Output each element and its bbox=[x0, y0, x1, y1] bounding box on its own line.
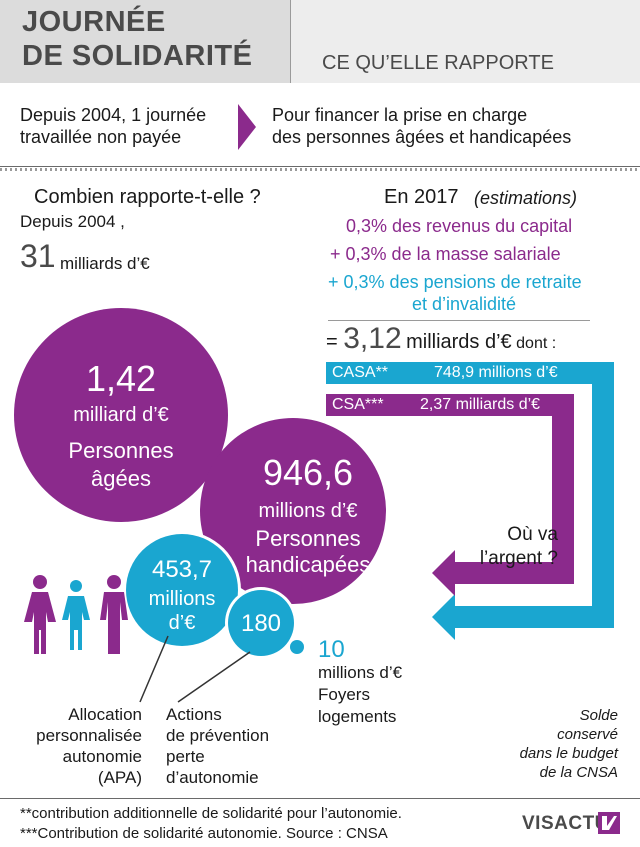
apa-caption: Allocation personnalisée autonomie (APA) bbox=[20, 704, 142, 788]
apa-connector bbox=[139, 635, 169, 703]
people-icons bbox=[24, 575, 128, 654]
prevention-connector bbox=[177, 651, 251, 703]
prev-caption-3: perte bbox=[166, 747, 205, 766]
elderly-circle bbox=[14, 308, 228, 522]
prevention-caption: Actions de prévention perte d’autonomie bbox=[166, 704, 269, 788]
housing-circle bbox=[290, 640, 304, 654]
elderly-value: 1,42 bbox=[85, 358, 157, 399]
apa-caption-3: autonomie bbox=[62, 747, 142, 766]
section-divider bbox=[0, 166, 640, 167]
apa-caption-1: Allocation bbox=[68, 705, 142, 724]
total-2017-unit: milliards d’€ bbox=[406, 331, 512, 353]
apa-caption-2: personnalisée bbox=[36, 726, 142, 745]
woman-icon bbox=[24, 575, 56, 654]
page-subtitle: CE QU’ELLE RAPPORTE bbox=[322, 52, 554, 74]
disabled-value: 946,6 bbox=[262, 452, 354, 493]
payroll-rate-value: 0,3 bbox=[345, 244, 371, 264]
visactu-logo-icon bbox=[598, 812, 620, 834]
page-title-line1: JOURNÉE bbox=[22, 6, 166, 38]
dotted-divider bbox=[0, 168, 640, 171]
total-since-2004-value: 31 bbox=[20, 238, 56, 274]
apa-circle bbox=[126, 534, 238, 646]
estimations-label: (estimations) bbox=[474, 188, 578, 208]
page-title-line2: DE SOLIDARITÉ bbox=[22, 40, 253, 72]
header-subtitle-panel bbox=[291, 0, 640, 83]
intro-right-line2: des personnes âgées et handicapées bbox=[272, 127, 572, 147]
footnote-csa-source: ***Contribution de solidarité autonomie.… bbox=[20, 825, 388, 842]
disabled-label2: handicapées bbox=[245, 552, 371, 577]
housing-unit: millions d’€ bbox=[318, 663, 403, 682]
apa-value: 453,7 bbox=[151, 556, 213, 583]
disabled-label1: Personnes bbox=[255, 526, 361, 551]
csa-label: CSA*** bbox=[332, 396, 384, 413]
pension-rate-value: 0,3 bbox=[343, 272, 369, 292]
footnote-casa: **contribution additionnelle de solidari… bbox=[20, 805, 402, 822]
solde-caption: Solde conservé dans le budget de la CNSA bbox=[470, 706, 618, 782]
prevention-circle bbox=[228, 590, 294, 656]
prev-caption-1: Actions bbox=[166, 705, 222, 724]
question-heading: Combien rapporte-t-elle ? bbox=[34, 186, 261, 208]
elderly-unit: milliard d’€ bbox=[73, 404, 169, 426]
man-icon bbox=[100, 575, 128, 654]
payroll-rate-text: % de la masse salariale bbox=[370, 244, 561, 264]
casa-label: CASA** bbox=[332, 364, 389, 381]
apa-unit2: d’€ bbox=[168, 612, 196, 634]
capital-rate-text: % des revenus du capital bbox=[371, 216, 573, 236]
child-icon bbox=[62, 580, 90, 650]
brand-logo: VISACTU bbox=[522, 813, 609, 834]
disabled-unit: millions d’€ bbox=[258, 500, 358, 522]
total-2017-line: = 3,12 milliards d’€ dont : bbox=[326, 322, 556, 356]
intro-right-line1: Pour financer la prise en charge bbox=[272, 105, 528, 125]
elderly-label2: âgées bbox=[91, 466, 151, 491]
housing-label2: logements bbox=[318, 707, 397, 726]
prev-caption-4: d’autonomie bbox=[166, 768, 259, 787]
pension-rate-prefix: + bbox=[328, 272, 344, 292]
housing-value: 10 bbox=[318, 636, 345, 663]
where-money-line1: Où va bbox=[507, 524, 558, 545]
header-divider bbox=[290, 0, 291, 83]
solde-caption-4: de la CNSA bbox=[539, 764, 618, 781]
pension-rate-line: + 0,3% des pensions de retraite bbox=[328, 272, 582, 293]
prevention-value: 180 bbox=[240, 610, 282, 637]
apa-unit1: millions bbox=[148, 588, 216, 610]
csa-value: 2,37 milliards d’€ bbox=[420, 396, 541, 413]
total-2017-prefix: = bbox=[326, 331, 344, 353]
arrow-right-icon bbox=[238, 104, 256, 150]
intro-left-line2: travaillée non payée bbox=[20, 127, 182, 147]
prev-caption-2: de prévention bbox=[166, 726, 270, 745]
capital-rate-line: 0,3% des revenus du capital bbox=[346, 216, 572, 237]
capital-rate-value: 0,3 bbox=[346, 216, 372, 236]
casa-return bbox=[455, 606, 614, 628]
pension-rate-text: % des pensions de retraite bbox=[368, 272, 582, 292]
year-label: En 2017 bbox=[384, 186, 459, 208]
total-2017-suffix: dont : bbox=[516, 335, 557, 352]
total-2017-value: 3,12 bbox=[343, 322, 402, 355]
solde-caption-2: conservé bbox=[557, 726, 618, 743]
total-since-2004-unit: milliards d’€ bbox=[60, 254, 150, 273]
pension-rate-text2: et d’invalidité bbox=[412, 294, 517, 314]
intro-left-line1: Depuis 2004, 1 journée bbox=[20, 105, 207, 125]
casa-value: 748,9 millions d’€ bbox=[434, 364, 558, 381]
header-title-panel bbox=[0, 0, 290, 83]
housing-label1: Foyers bbox=[318, 685, 370, 704]
payroll-rate-prefix: + bbox=[330, 244, 346, 264]
where-money-line2: l’argent ? bbox=[479, 548, 558, 569]
since-label: Depuis 2004 , bbox=[20, 212, 125, 231]
payroll-rate-line: + 0,3% de la masse salariale bbox=[330, 244, 561, 265]
elderly-label1: Personnes bbox=[68, 438, 174, 463]
solde-caption-3: dans le budget bbox=[519, 745, 618, 762]
casa-arrowhead bbox=[432, 594, 455, 640]
casa-vertical bbox=[592, 362, 614, 628]
solde-caption-1: Solde bbox=[579, 707, 618, 724]
footer-divider bbox=[0, 798, 640, 799]
apa-caption-4: (APA) bbox=[97, 768, 142, 787]
total-divider bbox=[328, 320, 590, 321]
